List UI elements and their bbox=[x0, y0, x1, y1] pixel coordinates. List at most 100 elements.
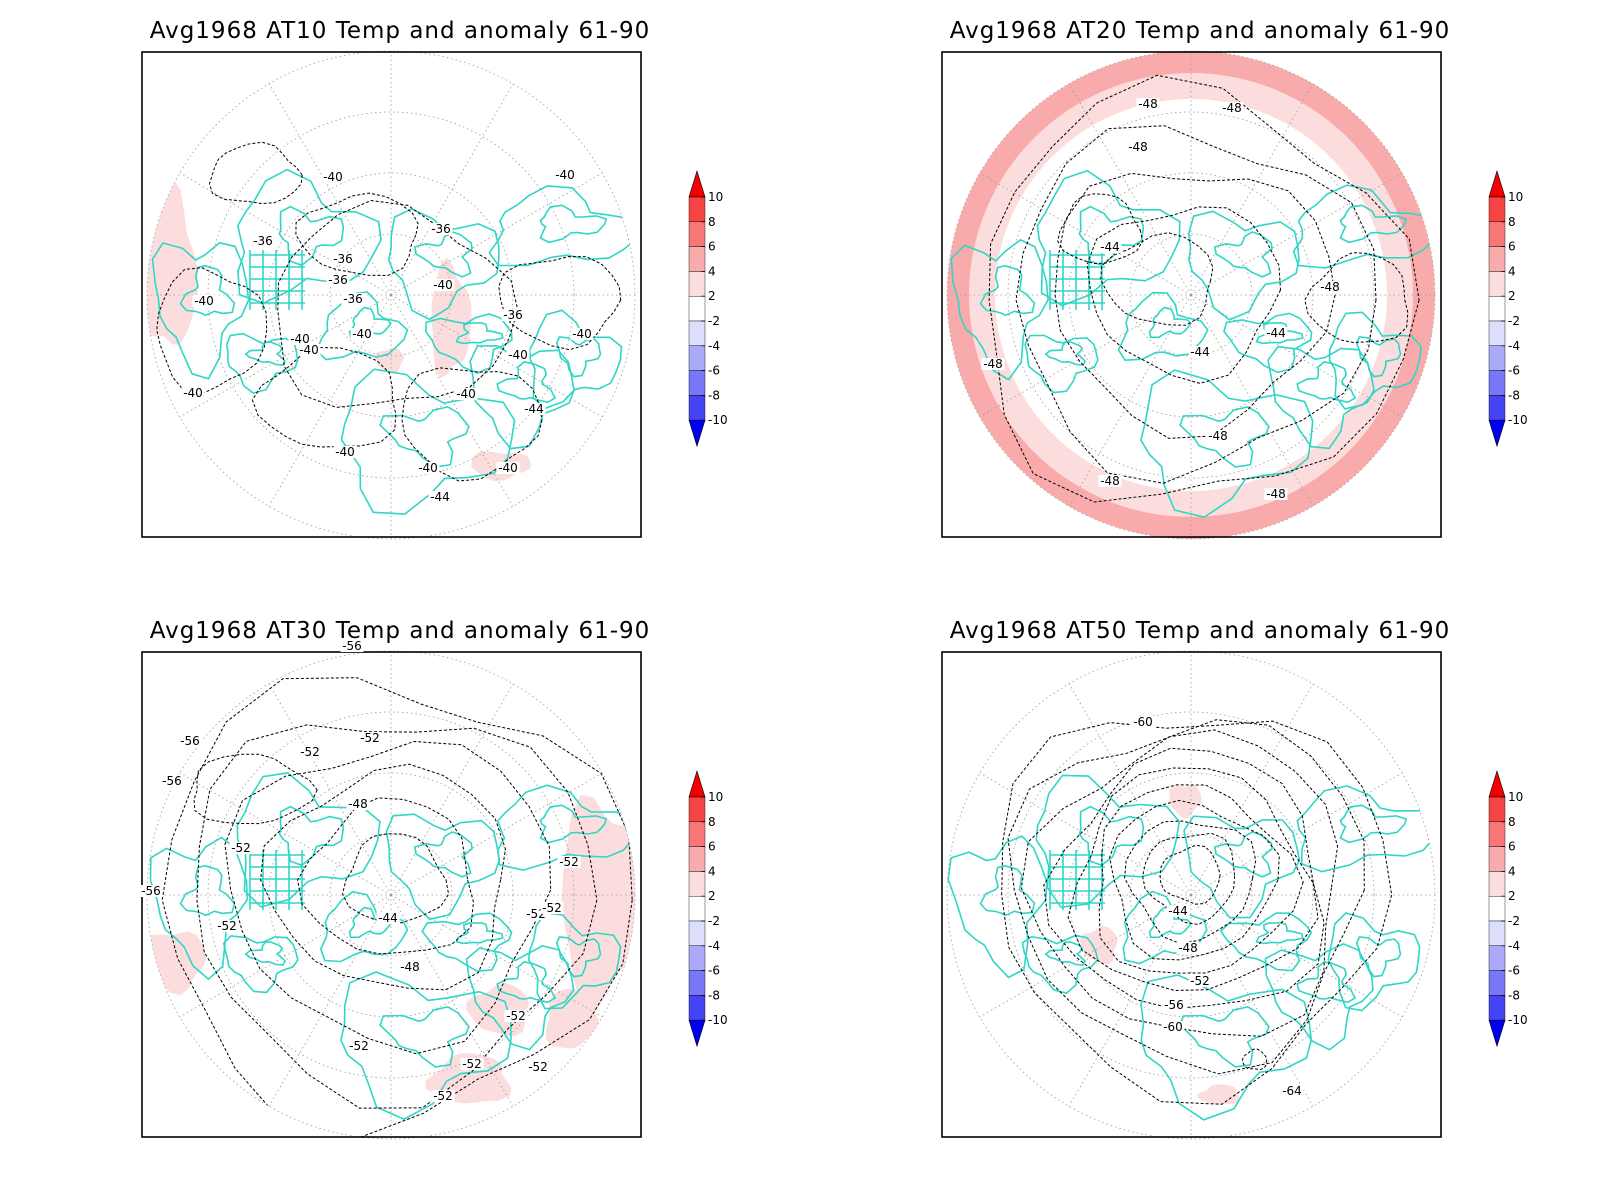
contour-label: -64 bbox=[1282, 1084, 1302, 1098]
contour-label: -44 bbox=[378, 911, 398, 925]
colorbar-box bbox=[1488, 896, 1506, 922]
contour-label: -52 bbox=[360, 731, 380, 745]
colorbar-label: -8 bbox=[708, 988, 720, 1002]
colorbar-box bbox=[688, 995, 706, 1021]
colorbar-label: -6 bbox=[708, 964, 720, 978]
contour-label: -48 bbox=[1222, 101, 1242, 115]
contour-label: -40 bbox=[352, 327, 372, 341]
colorbar-label: -2 bbox=[1508, 314, 1520, 328]
colorbar-box bbox=[1488, 995, 1506, 1021]
contour-label: -36 bbox=[503, 308, 523, 322]
panel-title: Avg1968 AT10 Temp and anomaly 61-90 bbox=[149, 18, 651, 44]
anomaly-shading bbox=[374, 347, 404, 374]
colorbar-box bbox=[1488, 846, 1506, 872]
contour-label: -56 bbox=[162, 774, 182, 788]
contour-label: -40 bbox=[194, 294, 214, 308]
contour-label: -48 bbox=[1100, 474, 1120, 488]
contour-label: -36 bbox=[343, 292, 363, 306]
contour-label: -40 bbox=[290, 332, 310, 346]
colorbar-bottom-arrow bbox=[688, 419, 706, 448]
panel-title: Avg1968 AT20 Temp and anomaly 61-90 bbox=[949, 18, 1451, 44]
contour-label: -36 bbox=[333, 252, 353, 266]
colorbar-box bbox=[688, 395, 706, 421]
contour-label: -56 bbox=[342, 639, 362, 653]
colorbar-box bbox=[688, 896, 706, 922]
colorbar-label: 6 bbox=[708, 240, 716, 254]
colorbar-box bbox=[688, 246, 706, 272]
colorbar-box bbox=[1488, 970, 1506, 996]
polar-map: -48 -48 -48 -44 -48 -44 -44 -48 -48 -48 -48 bbox=[941, 50, 1442, 540]
colorbar-box bbox=[688, 846, 706, 872]
colorbar-box bbox=[688, 196, 706, 222]
colorbar-label: -6 bbox=[1508, 964, 1520, 978]
colorbar-label: 10 bbox=[708, 190, 723, 204]
map-panel-at10: Avg1968 AT10 Temp and anomaly 61-90 -40-… bbox=[0, 0, 800, 600]
coastlines bbox=[151, 168, 635, 515]
colorbar-label: 8 bbox=[1508, 215, 1516, 229]
colorbar-box bbox=[1488, 945, 1506, 971]
colorbar-box bbox=[1488, 296, 1506, 322]
colorbar-label: 8 bbox=[708, 815, 716, 829]
contour-label: -52 bbox=[349, 1039, 369, 1053]
map-panel-at20: Avg1968 AT20 Temp and anomaly 61-90 -48-… bbox=[800, 0, 1600, 600]
contour-label: -40 bbox=[299, 343, 319, 357]
contour-label: -60 bbox=[1163, 1020, 1183, 1034]
contour-label: -40 bbox=[498, 461, 518, 475]
contour-label: -52 bbox=[231, 841, 251, 855]
colorbar-top-arrow bbox=[688, 169, 706, 198]
colorbar-label: 6 bbox=[708, 840, 716, 854]
contour-label: -44 bbox=[430, 490, 450, 504]
contour-label: -48 bbox=[1138, 97, 1158, 111]
colorbar-box bbox=[688, 821, 706, 847]
polar-map: -40 -40-36-36-36-36-36-40-40-40-40-40-36-… bbox=[141, 50, 642, 540]
colorbar-label: -2 bbox=[708, 914, 720, 928]
contour-label: -52 bbox=[462, 1057, 482, 1071]
anomaly-shading bbox=[561, 794, 635, 1014]
colorbar-box bbox=[688, 970, 706, 996]
contour-label: -36 bbox=[253, 234, 273, 248]
colorbar-label: -6 bbox=[708, 364, 720, 378]
contour-label: -52 bbox=[217, 919, 237, 933]
contour-label: -48 bbox=[983, 357, 1003, 371]
colorbar-label: -10 bbox=[1508, 413, 1528, 427]
contour-label: -52 bbox=[559, 855, 579, 869]
colorbar-label: -4 bbox=[1508, 339, 1520, 353]
colorbar-top-arrow bbox=[688, 769, 706, 798]
contour-label: -52 bbox=[300, 745, 320, 759]
contour-label: -56 bbox=[141, 884, 161, 898]
colorbar-label: -4 bbox=[1508, 939, 1520, 953]
colorbar-label: 2 bbox=[708, 289, 716, 303]
contour-label: -36 bbox=[431, 222, 451, 236]
colorbar-box bbox=[1488, 821, 1506, 847]
contour-label: -52 bbox=[433, 1089, 453, 1103]
contour-label: -40 bbox=[508, 348, 528, 362]
colorbar-label: -10 bbox=[708, 413, 728, 427]
colorbar-label: 6 bbox=[1508, 840, 1516, 854]
colorbar-label: 6 bbox=[1508, 240, 1516, 254]
contour-label: -52 bbox=[528, 1060, 548, 1074]
colorbar-box bbox=[1488, 271, 1506, 297]
contour-label: -40 bbox=[433, 278, 453, 292]
colorbar-label: 2 bbox=[1508, 289, 1516, 303]
anomaly-colorbar: 10 8 6 4 2 -2 -4 -6 -8 -10 bbox=[1488, 169, 1528, 448]
colorbar-label: 4 bbox=[1508, 864, 1516, 878]
contour-label: -40 bbox=[555, 168, 575, 182]
colorbar-box bbox=[688, 271, 706, 297]
panel-title: Avg1968 AT30 Temp and anomaly 61-90 bbox=[149, 618, 651, 644]
contour-label: -48 bbox=[1320, 280, 1340, 294]
contour-label: -48 bbox=[1128, 140, 1148, 154]
colorbar-top-arrow bbox=[1488, 769, 1506, 798]
temperature-contours bbox=[963, 667, 1393, 1105]
colorbar-label: -10 bbox=[708, 1013, 728, 1027]
temperature-contours bbox=[156, 141, 622, 482]
contour-label: -56 bbox=[180, 734, 200, 748]
contour-label: -48 bbox=[400, 960, 420, 974]
colorbar-box bbox=[688, 796, 706, 822]
temperature-contours bbox=[161, 677, 633, 1139]
temperature-contours bbox=[988, 74, 1420, 503]
colorbar-box bbox=[688, 345, 706, 371]
contour-label: -36 bbox=[328, 273, 348, 287]
colorbar-bottom-arrow bbox=[1488, 1019, 1506, 1048]
map-frame bbox=[941, 651, 1442, 1138]
contour-label: -52 bbox=[1190, 974, 1210, 988]
